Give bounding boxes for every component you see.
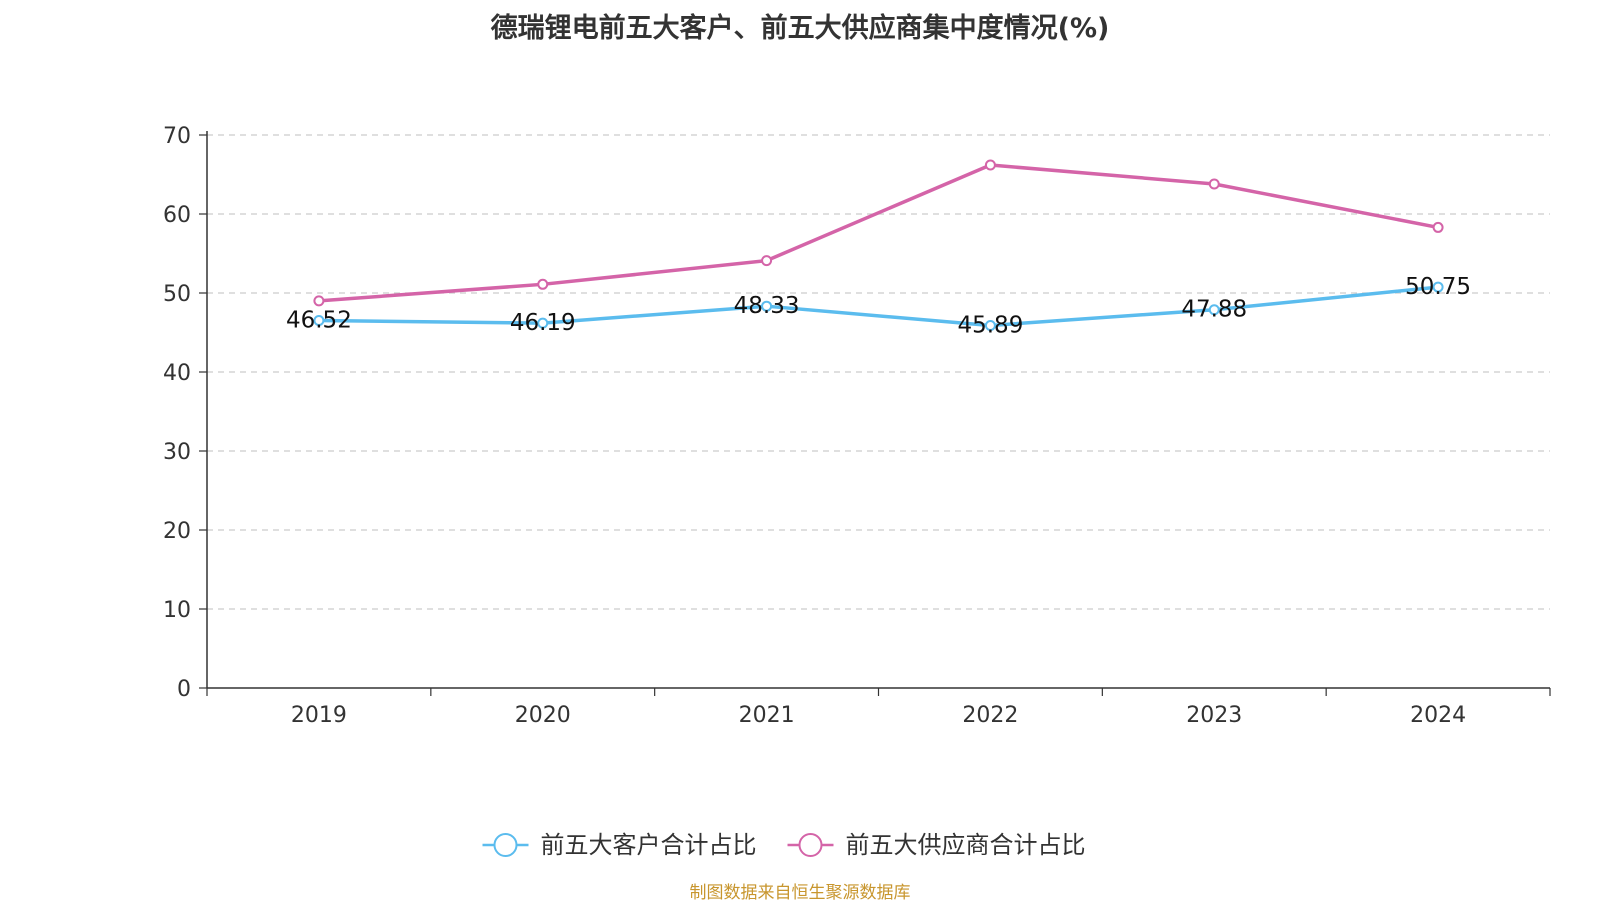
x-tick-label: 2019 — [291, 703, 347, 728]
data-label: 50.75 — [1405, 274, 1471, 300]
source-note: 制图数据来自恒生聚源数据库 — [689, 883, 911, 903]
data-label: 48.33 — [734, 293, 800, 319]
series-line-1 — [318, 285, 1439, 328]
legend-item-2[interactable]: 前五大供应商合计占比 — [787, 831, 1086, 859]
y-tick-label: 70 — [163, 124, 191, 149]
y-tick-label: 60 — [163, 203, 191, 228]
legend-marker — [493, 833, 518, 857]
axes: 0 10 20 30 40 50 60 70 2019 2020 2021 2022 2023 2024 — [163, 124, 1551, 728]
legend-marker — [798, 833, 823, 857]
data-point[interactable] — [1432, 281, 1444, 293]
y-tick-label: 40 — [163, 361, 191, 386]
data-labels: 46.52 46.19 48.33 45.89 47.88 50.75 — [286, 274, 1471, 338]
x-tick-label: 2022 — [962, 703, 1018, 728]
chart-title: 德瑞锂电前五大客户、前五大供应商集中度情况(%) — [490, 13, 1110, 44]
data-point[interactable] — [537, 317, 549, 329]
x-tick-label: 2024 — [1410, 703, 1466, 728]
data-point[interactable] — [984, 319, 996, 331]
data-point[interactable] — [1208, 178, 1220, 190]
data-point[interactable] — [1432, 221, 1444, 233]
data-point[interactable] — [313, 314, 325, 326]
data-label: 45.89 — [957, 312, 1023, 338]
y-tick-label: 20 — [163, 519, 191, 544]
legend-item-1[interactable]: 前五大客户合计占比 — [482, 831, 757, 859]
data-label: 46.19 — [510, 310, 576, 336]
y-tick-label: 10 — [163, 598, 191, 623]
grid-lines — [207, 134, 1550, 610]
data-point[interactable] — [761, 300, 773, 312]
data-label: 47.88 — [1181, 297, 1247, 323]
data-point[interactable] — [1208, 304, 1220, 316]
data-label: 46.52 — [286, 307, 352, 333]
y-tick-label: 50 — [163, 282, 191, 307]
y-tick-label: 30 — [163, 440, 191, 465]
legend-label: 前五大客户合计占比 — [541, 831, 757, 859]
y-tick-label: 0 — [177, 677, 191, 702]
legend[interactable]: 前五大客户合计占比 前五大供应商合计占比 — [482, 831, 1086, 859]
series-line-2 — [318, 163, 1439, 303]
x-tick-label: 2023 — [1186, 703, 1242, 728]
x-tick-label: 2020 — [515, 703, 571, 728]
data-point[interactable] — [761, 255, 773, 267]
data-point[interactable] — [984, 159, 996, 171]
data-point[interactable] — [313, 295, 325, 307]
x-tick-label: 2021 — [739, 703, 795, 728]
series-lines — [313, 159, 1444, 331]
legend-label: 前五大供应商合计占比 — [846, 831, 1086, 859]
data-point[interactable] — [537, 278, 549, 290]
